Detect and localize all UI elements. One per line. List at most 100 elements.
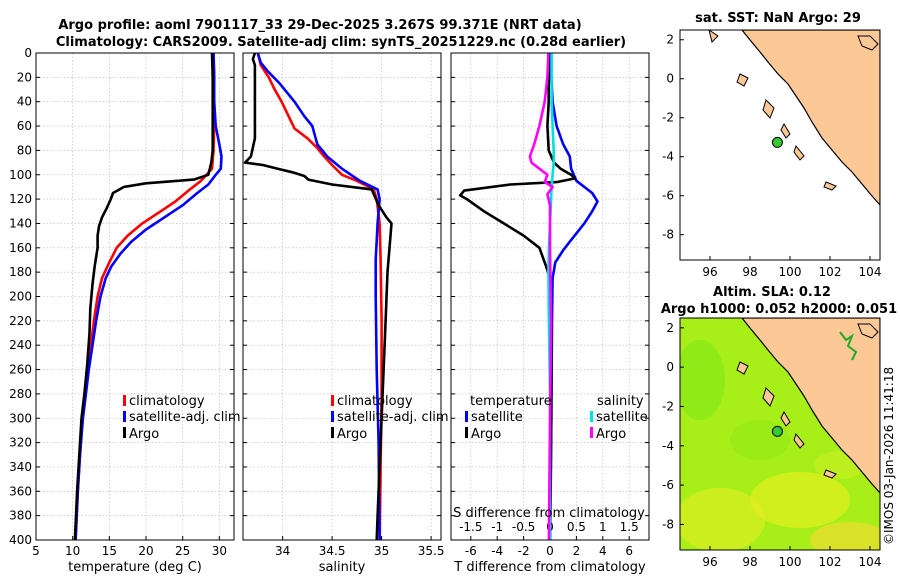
malay-peninsula-land-shape [857, 323, 879, 339]
x-tick-label: 25 [175, 544, 190, 558]
x-tick-label: 6 [625, 544, 633, 558]
map-y-tick-label: 0 [666, 72, 674, 86]
series-line-salinity-argo [528, 52, 554, 541]
y-tick-label: 280 [9, 387, 32, 401]
legend-label-argo: Argo [129, 427, 159, 442]
x-tick-label: -4 [491, 544, 503, 558]
y-tick-label: 100 [9, 168, 32, 182]
map-y-tick-label: 2 [666, 321, 674, 335]
y-tick-label: 220 [9, 314, 32, 328]
temperature-xlabel: temperature (deg C) [68, 560, 202, 575]
sla-anomaly-patch [810, 522, 880, 550]
legend-heading-temperature: temperature [470, 394, 552, 409]
temperature-panel: 0 20 40 60 80 100 120 140 160 180 200 220 240 260 280 3… [9, 46, 235, 558]
x-tick-label: 10 [65, 544, 80, 558]
sla-map-title-line2: Argo h1000: 0.052 h2000: 0.051 [661, 302, 897, 317]
map-y-tick-label: -6 [662, 189, 674, 203]
legend-swatch-argo [123, 427, 126, 438]
map-y-tick-label: -2 [662, 111, 674, 125]
panel-frame [35, 52, 235, 541]
x-tick-label: 30 [212, 544, 227, 558]
x-tick-label: -2 [518, 544, 530, 558]
map-x-tick-label: 96 [702, 265, 717, 279]
difference-x2label: S difference from climatology [453, 506, 645, 521]
x2-tick-label: 1.5 [620, 520, 639, 534]
y-tick-label: 200 [9, 290, 32, 304]
temperature-legend: climatology satellite-adj. clim Argo [123, 394, 241, 442]
x2-tick-label: 1 [599, 520, 607, 534]
siberut-island-shape [780, 122, 791, 139]
legend-label-climatology: climatology [129, 394, 205, 409]
y-tick-label: 380 [9, 509, 32, 523]
y-tick-label: 160 [9, 241, 32, 255]
salinity-legend: climatology satellite-adj. clim Argo [331, 394, 449, 442]
legend-swatch-t-argo [465, 427, 468, 438]
legend-swatch-s-satellite [590, 411, 593, 422]
siberut-island-shape [780, 410, 791, 427]
x-tick-label: -6 [465, 544, 477, 558]
map-y-tick-label: -4 [662, 150, 674, 164]
y-tick-label: 180 [9, 265, 32, 279]
y-tick-label: 80 [17, 143, 32, 157]
x2-tick-label: -1 [491, 520, 503, 534]
panel-frame [450, 52, 650, 541]
map-x-tick-label: 104 [859, 265, 882, 279]
sla-map-title-line1: Altim. SLA: 0.12 [713, 285, 831, 300]
simeulue-island-shape [736, 361, 749, 375]
map-x-tick-label: 102 [819, 265, 842, 279]
map-x-tick-label: 96 [702, 555, 717, 569]
legend-label-satellite: satellite-adj. clim [337, 410, 449, 425]
salinity-panel: 34 34.5 35 35.5 [242, 52, 444, 558]
sla-anomaly-patch [680, 340, 725, 420]
legend-swatch-s-argo [590, 427, 593, 438]
imos-credit: ©IMOS 03-Jan-2026 11:41:18 [882, 367, 896, 545]
sla-anomaly-patch [680, 488, 765, 550]
legend-swatch-satellite [331, 411, 334, 422]
difference-legend: temperature salinity satellite Argo sate… [465, 394, 648, 442]
nias-island-shape [762, 387, 775, 407]
series-line-salinity-satellite [547, 53, 556, 540]
x-tick-label: 2 [573, 544, 581, 558]
x-tick-label: 15 [102, 544, 117, 558]
legend-swatch-t-satellite [465, 411, 468, 422]
series-line-satellite-adj-clim [74, 52, 223, 541]
figure-title-line1: Argo profile: aoml 7901117_33 29-Dec-202… [58, 18, 581, 33]
enggano-island-shape [823, 181, 837, 191]
series-line-climatology [256, 52, 383, 541]
map-y-tick-label: 2 [666, 33, 674, 47]
enggano-island-shape [823, 469, 837, 479]
map-x-tick-label: 100 [779, 265, 802, 279]
map-x-tick-label: 98 [742, 265, 757, 279]
series-line-argo [73, 52, 214, 541]
sumatra-land-shape [741, 318, 880, 494]
x2-tick-label: -0.5 [512, 520, 535, 534]
legend-label-argo: Argo [337, 427, 367, 442]
pagai-island-shape [793, 432, 805, 449]
x2-tick-label: 0.5 [567, 520, 586, 534]
y-tick-label: 340 [9, 460, 32, 474]
map-y-tick-label: -8 [662, 228, 674, 242]
legend-label-s-argo: Argo [596, 427, 626, 442]
sst-map-title: sat. SST: NaN Argo: 29 [695, 11, 861, 26]
map-y-tick-label: -6 [662, 478, 674, 492]
x-tick-label: 4 [599, 544, 607, 558]
y-tick-label: 400 [9, 533, 32, 547]
sla-map-float-marker [771, 425, 783, 437]
sla-anomaly-patch [730, 420, 790, 460]
legend-label-s-satellite: satellite [596, 410, 648, 425]
y-tick-label: 60 [17, 119, 32, 133]
x2-tick-label: -1.5 [459, 520, 482, 534]
sumatra-land-shape [741, 30, 880, 206]
map-x-tick-label: 98 [742, 555, 757, 569]
y-tick-label: 300 [9, 411, 32, 425]
x-tick-label: 34.5 [319, 544, 346, 558]
series-line-argo [243, 52, 393, 541]
sst-map-frame [679, 29, 881, 261]
y-tick-label: 260 [9, 363, 32, 377]
map-y-tick-label: 0 [666, 360, 674, 374]
legend-label-t-satellite: satellite [471, 410, 523, 425]
sst-map-float-marker [771, 136, 783, 148]
map-x-tick-label: 104 [859, 555, 882, 569]
y-tick-label: 20 [17, 70, 32, 84]
